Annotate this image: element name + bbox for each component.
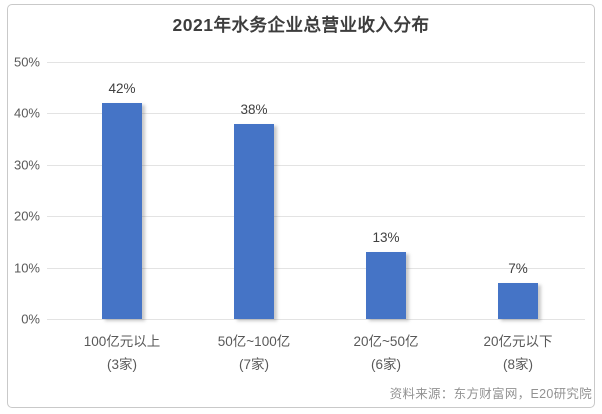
- gridline: [47, 113, 585, 115]
- x-category-label: 20亿元以下 (8家): [452, 330, 584, 376]
- gridline: [47, 319, 585, 320]
- x-category-name: 100亿元以上: [83, 334, 161, 349]
- y-tick-label: 30%: [13, 157, 40, 173]
- gridline: [47, 216, 585, 218]
- bar: [366, 252, 406, 319]
- x-category-label: 20亿~50亿 (6家): [320, 330, 452, 376]
- x-category-count: (7家): [239, 357, 269, 372]
- source-note: 资料来源：东方财富网，E20研究院: [389, 387, 592, 401]
- gridline: [47, 62, 585, 63]
- bar: [498, 283, 538, 319]
- x-category-count: (3家): [107, 357, 137, 372]
- x-category-count: (8家): [503, 357, 533, 372]
- x-category-label: 50亿~100亿 (7家): [188, 330, 320, 376]
- bar-value-label: 42%: [108, 81, 136, 97]
- gridline: [47, 164, 585, 166]
- y-axis: 0% 10% 20% 30% 40% 50%: [0, 55, 40, 327]
- bar: [102, 103, 142, 319]
- bar-value-label: 7%: [508, 261, 528, 277]
- bar-slot: 38% 50亿~100亿 (7家): [188, 62, 320, 372]
- y-tick-label: 40%: [13, 105, 40, 121]
- x-category-name: 20亿~50亿: [353, 334, 419, 349]
- bar-value-label: 13%: [372, 230, 400, 246]
- x-category-name: 50亿~100亿: [217, 334, 291, 349]
- x-category-count: (6家): [371, 357, 401, 372]
- bars-layer: 42% 100亿元以上 (3家) 38% 50亿~100亿 (7家) 13% 20亿~50亿 (…: [56, 62, 584, 372]
- bar: [234, 123, 274, 319]
- bar-slot: 7% 20亿元以下 (8家): [452, 62, 584, 372]
- bar-value-label: 38%: [240, 101, 268, 117]
- gridline: [47, 267, 585, 269]
- x-category-label: 100亿元以上 (3家): [56, 330, 188, 376]
- gridline-layer: [47, 62, 585, 320]
- y-tick-label: 10%: [13, 260, 40, 276]
- chart-title: 2021年水务企业总营业收入分布: [172, 15, 430, 35]
- bar-slot: 13% 20亿~50亿 (6家): [320, 62, 452, 372]
- y-tick-label: 50%: [13, 54, 40, 70]
- bar-slot: 42% 100亿元以上 (3家): [56, 62, 188, 372]
- y-tick-label: 20%: [13, 208, 40, 224]
- x-category-name: 20亿元以下: [483, 334, 553, 349]
- y-tick-label: 0%: [21, 311, 40, 327]
